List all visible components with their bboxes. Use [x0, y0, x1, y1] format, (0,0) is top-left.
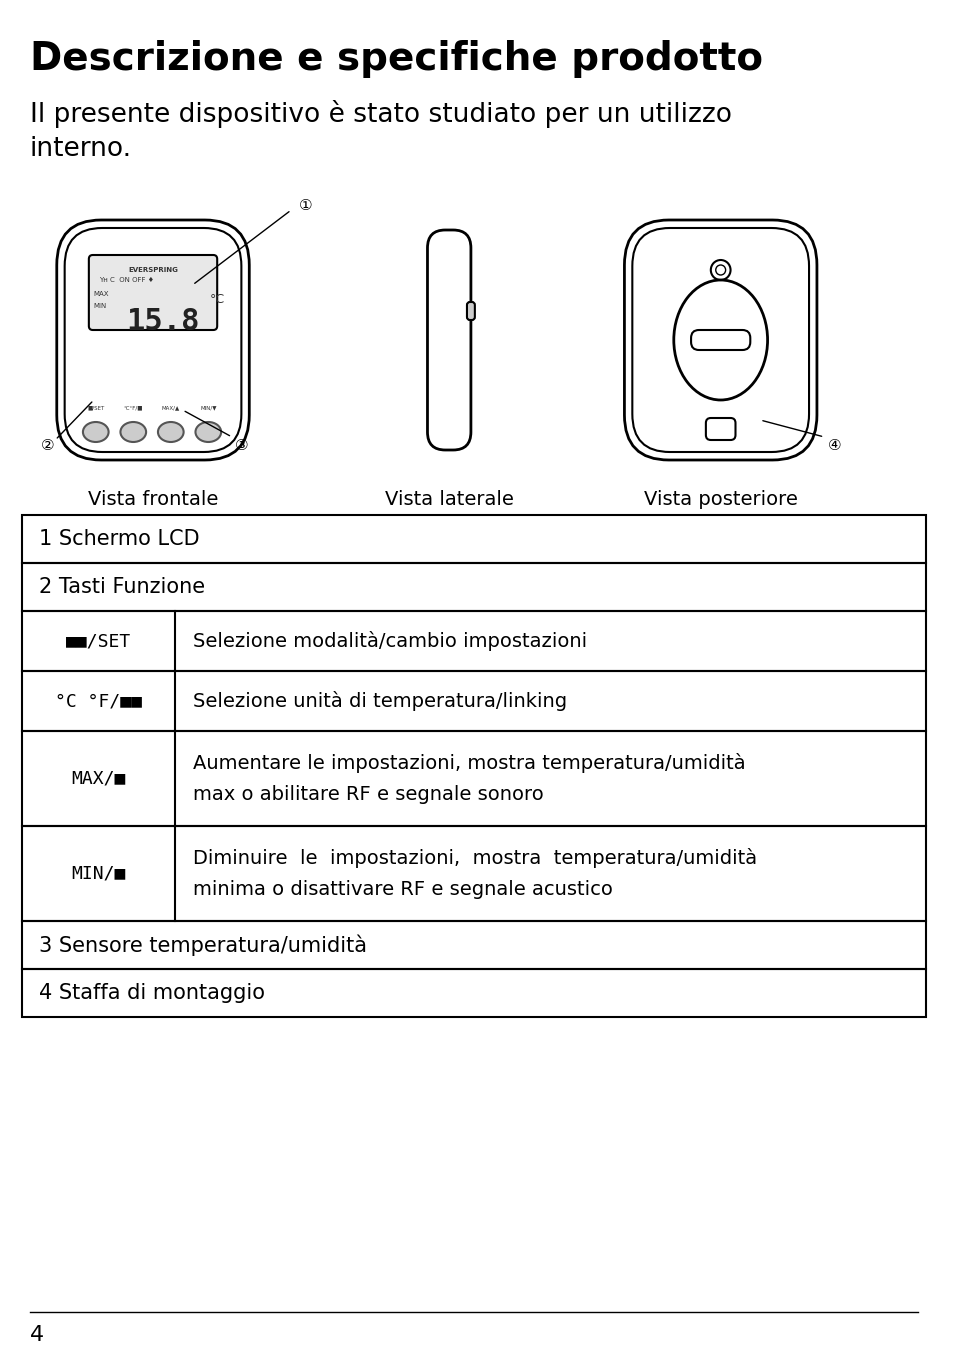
Text: Aumentare le impostazioni, mostra temperatura/umidità: Aumentare le impostazioni, mostra temper…	[193, 752, 745, 773]
Bar	[22, 563, 926, 611]
Bar	[22, 921, 926, 969]
Ellipse shape	[83, 422, 108, 443]
Text: °C°F/■: °C°F/■	[124, 406, 143, 411]
Bar	[22, 826, 926, 921]
Text: ■/SET: ■/SET	[87, 406, 105, 411]
Text: 4 Staffa di montaggio: 4 Staffa di montaggio	[39, 984, 266, 1003]
Text: 2 Tasti Funzione: 2 Tasti Funzione	[39, 577, 205, 597]
Text: ②: ②	[40, 437, 54, 452]
Text: Selezione modalità/cambio impostazioni: Selezione modalità/cambio impostazioni	[193, 632, 587, 651]
Text: 15.8: 15.8	[126, 307, 200, 336]
Text: MIN/▼: MIN/▼	[200, 406, 217, 411]
Text: Yн C  ON OFF ♦: Yн C ON OFF ♦	[99, 277, 154, 284]
Text: Diminuire  le  impostazioni,  mostra  temperatura/umidità: Diminuire le impostazioni, mostra temper…	[193, 848, 756, 867]
Ellipse shape	[120, 422, 146, 443]
Ellipse shape	[196, 422, 221, 443]
Text: °C: °C	[209, 293, 225, 306]
Text: ①: ①	[300, 197, 313, 212]
Text: 4: 4	[30, 1325, 44, 1345]
FancyBboxPatch shape	[467, 301, 475, 321]
Text: MAX/▲: MAX/▲	[161, 406, 180, 411]
Bar	[22, 969, 926, 1017]
FancyBboxPatch shape	[89, 255, 217, 330]
Text: Vista laterale: Vista laterale	[385, 490, 514, 510]
Text: 3 Sensore temperatura/umidità: 3 Sensore temperatura/umidità	[39, 934, 368, 956]
Text: Selezione unità di temperatura/linking: Selezione unità di temperatura/linking	[193, 690, 566, 711]
Bar	[22, 611, 926, 671]
Text: EVERSPRING: EVERSPRING	[128, 267, 178, 273]
Text: MAX/■: MAX/■	[71, 770, 126, 788]
Text: minima o disattivare RF e segnale acustico: minima o disattivare RF e segnale acusti…	[193, 880, 612, 899]
Text: ■■/SET: ■■/SET	[65, 632, 131, 649]
Text: Il presente dispositivo è stato studiato per un utilizzo
interno.: Il presente dispositivo è stato studiato…	[30, 100, 732, 162]
Text: Vista frontale: Vista frontale	[87, 490, 218, 510]
Text: MAX: MAX	[94, 290, 109, 297]
Text: ④: ④	[828, 437, 841, 452]
Text: ③: ③	[235, 437, 249, 452]
Ellipse shape	[158, 422, 183, 443]
Text: Descrizione e specifiche prodotto: Descrizione e specifiche prodotto	[30, 40, 762, 78]
Bar	[22, 732, 926, 826]
Text: MIN: MIN	[94, 303, 107, 310]
Text: 1 Schermo LCD: 1 Schermo LCD	[39, 529, 200, 549]
Text: °C °F/■■: °C °F/■■	[55, 692, 142, 710]
Text: Vista posteriore: Vista posteriore	[644, 490, 798, 510]
Bar	[22, 671, 926, 732]
Bar	[22, 515, 926, 563]
Text: MIN/■: MIN/■	[71, 864, 126, 882]
Text: max o abilitare RF e segnale sonoro: max o abilitare RF e segnale sonoro	[193, 785, 543, 804]
